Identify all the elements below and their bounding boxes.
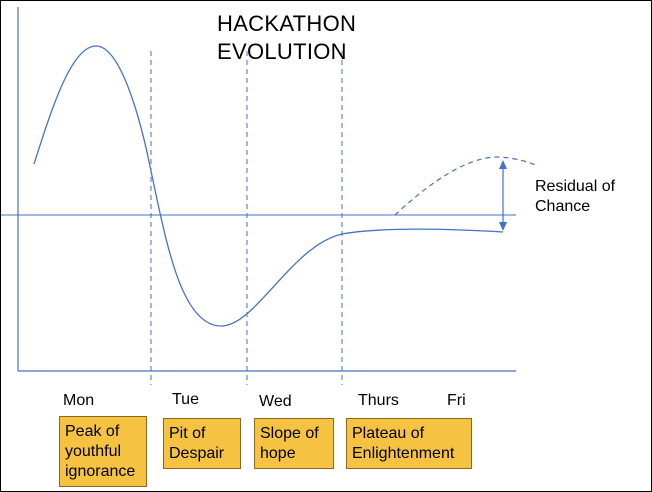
residual-of-chance-label: Residual of Chance: [535, 177, 615, 217]
day-label-fri: Fri: [447, 392, 466, 409]
stage-slope-of-hope: Slope of hope: [254, 418, 334, 469]
residual-arrow-head-top: [499, 160, 507, 169]
stage-text-line: Plateau of: [352, 425, 425, 442]
day-label-thurs: Thurs: [358, 392, 399, 409]
residual-label-line: Chance: [535, 198, 591, 215]
stage-peak-of-youthful-ignorance: Peak of youthful ignorance: [59, 416, 147, 487]
day-label-mon: Mon: [63, 392, 95, 409]
stage-text-line: hope: [260, 445, 296, 462]
stage-text-line: Pit of: [169, 425, 206, 442]
stage-text-line: ignorance: [65, 463, 136, 480]
stage-plateau-of-enlightenment: Plateau of Enlightenment: [346, 418, 472, 469]
stage-text-line: Despair: [169, 445, 225, 462]
stage-pit-of-despair: Pit of Despair: [163, 418, 241, 469]
day-label-tue: Tue: [172, 391, 199, 408]
title-line-1: HACKATHON: [217, 11, 357, 36]
stage-text-line: Peak of: [65, 423, 120, 440]
residual-dashed-curve: [394, 156, 539, 216]
evolution-curve: [33, 45, 504, 327]
stage-text-line: Slope of: [260, 425, 319, 442]
day-label-wed: Wed: [259, 393, 292, 410]
stage-text-line: Enlightenment: [352, 445, 455, 462]
residual-label-line: Residual of: [535, 178, 616, 195]
residual-arrow-head-bottom: [499, 222, 507, 231]
stage-text-line: youthful: [65, 443, 122, 460]
title-line-2: EVOLUTION: [217, 39, 347, 64]
